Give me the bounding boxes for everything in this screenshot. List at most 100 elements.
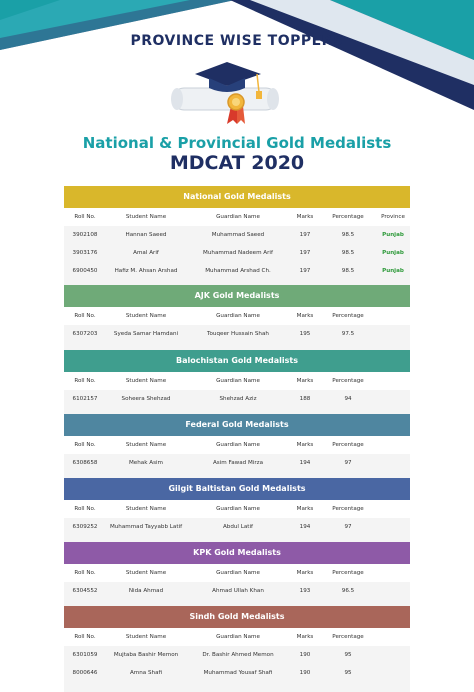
table-row: 6308658 Mehak Asim Asim Fawad Mirza 194 97 bbox=[64, 454, 410, 472]
percentage-cell: 97 bbox=[344, 460, 352, 466]
table-row: 6309252 Muhammad Tayyabb Latif Abdul Latif… bbox=[64, 518, 410, 536]
percentage-cell: 98.5 bbox=[341, 268, 355, 274]
student-name-cell: Syeda Samar Hamdani bbox=[113, 331, 179, 337]
percentage-cell: 94 bbox=[344, 396, 352, 402]
table-header-row: Roll No. Student Name Guardian Name Marks Pe… bbox=[64, 628, 410, 646]
table-row: 6102157 Soheera Shehzad Shehzad Aziz 188 94 bbox=[64, 390, 410, 408]
column-header: Roll No. bbox=[74, 570, 96, 576]
student-name-cell: Hannan Saeed bbox=[125, 232, 167, 238]
province-cell: Punjab bbox=[382, 250, 404, 256]
column-header: Student Name bbox=[125, 378, 167, 384]
percentage-cell: 95 bbox=[344, 652, 352, 658]
guardian-name-cell: Muhammad Nadeem Arif bbox=[203, 250, 273, 256]
column-header: Marks bbox=[296, 313, 314, 319]
student-name-cell: Muhammad Tayyabb Latif bbox=[109, 524, 183, 530]
medalists-section: AJK Gold Medalists Roll No. Student Name Gu… bbox=[64, 285, 410, 343]
roll-no-cell: 6309252 bbox=[72, 524, 98, 530]
column-header: Marks bbox=[296, 570, 314, 576]
roll-no-cell: 6900450 bbox=[72, 268, 98, 274]
roll-no-cell: 3902108 bbox=[72, 232, 98, 238]
column-header: Province bbox=[381, 214, 405, 220]
column-header: Student Name bbox=[125, 634, 167, 640]
roll-no-cell: 6304552 bbox=[72, 588, 98, 594]
column-header: Student Name bbox=[125, 313, 167, 319]
marks-cell: 188 bbox=[299, 396, 311, 402]
column-header: Marks bbox=[296, 214, 314, 220]
marks-cell: 195 bbox=[299, 331, 311, 337]
column-header: Percentage bbox=[332, 506, 364, 512]
province-cell: Punjab bbox=[382, 232, 404, 238]
medalists-section: Balochistan Gold Medalists Roll No. Studen… bbox=[64, 350, 410, 408]
roll-no-cell: 6307203 bbox=[72, 331, 98, 337]
roll-no-cell: 6301059 bbox=[72, 652, 98, 658]
graduation-cap-diploma-icon bbox=[165, 58, 285, 126]
table-header-row: Roll No. Student Name Guardian Name Marks Pe… bbox=[64, 436, 410, 454]
guardian-name-cell: Shehzad Aziz bbox=[219, 396, 257, 402]
section-title-bar: Balochistan Gold Medalists bbox=[64, 350, 410, 372]
column-header: Roll No. bbox=[74, 214, 96, 220]
section-title-bar: KPK Gold Medalists bbox=[64, 542, 410, 564]
guardian-name-cell: Asim Fawad Mirza bbox=[212, 460, 264, 466]
medalists-section: Federal Gold Medalists Roll No. Student Na… bbox=[64, 414, 410, 472]
section-title-bar: Federal Gold Medalists bbox=[64, 414, 410, 436]
column-header: Guardian Name bbox=[216, 634, 260, 640]
column-header: Roll No. bbox=[74, 378, 96, 384]
student-name-cell: Mujtaba Bashir Memon bbox=[113, 652, 179, 658]
table-row: 6900450 Hafiz M. Ahsan Arshad Muhammad Ars… bbox=[64, 262, 410, 280]
column-header: Guardian Name bbox=[216, 313, 260, 319]
percentage-cell: 97 bbox=[344, 524, 352, 530]
marks-cell: 190 bbox=[299, 652, 311, 658]
section-heading: National & Provincial Gold Medalists bbox=[82, 134, 392, 152]
section-title-bar: AJK Gold Medalists bbox=[64, 285, 410, 307]
column-header: Percentage bbox=[332, 570, 364, 576]
column-header: Marks bbox=[296, 378, 314, 384]
table-header-row: Roll No. Student Name Guardian Name Marks Pe… bbox=[64, 564, 410, 582]
table-row: 6307203 Syeda Samar Hamdani Touqeer Hussai… bbox=[64, 325, 410, 343]
section-title-bar: National Gold Medalists bbox=[64, 186, 410, 208]
column-header: Guardian Name bbox=[216, 570, 260, 576]
table-header-row: Roll No. Student Name Guardian Name Marks Pe… bbox=[64, 307, 410, 325]
marks-cell: 190 bbox=[299, 670, 311, 676]
guardian-name-cell: Abdul Latif bbox=[222, 524, 254, 530]
marks-cell: 194 bbox=[299, 460, 311, 466]
column-header: Student Name bbox=[125, 570, 167, 576]
percentage-cell: 98.5 bbox=[341, 232, 355, 238]
column-header: Guardian Name bbox=[216, 378, 260, 384]
table-row: 8000646 Amna Shafi Muhammad Yousaf Shafi 19… bbox=[64, 664, 410, 682]
page-title: PROVINCE WISE TOPPERS bbox=[130, 33, 344, 49]
roll-no-cell: 8000646 bbox=[72, 670, 98, 676]
percentage-cell: 96.5 bbox=[341, 588, 355, 594]
table-row: 6301059 Mujtaba Bashir Memon Dr. Bashir Ah… bbox=[64, 646, 410, 664]
column-header: Roll No. bbox=[74, 506, 96, 512]
marks-cell: 194 bbox=[299, 524, 311, 530]
corner-shape-top-right-light bbox=[250, 0, 474, 85]
table-row: 6304552 Nida Ahmad Ahmad Ullah Khan 193 96.5 bbox=[64, 582, 410, 600]
exam-title: MDCAT 2020 bbox=[169, 152, 305, 174]
table-row: 3903176 Amal Arif Muhammad Nadeem Arif 197 9… bbox=[64, 244, 410, 262]
table-header-row: Roll No. Student Name Guardian Name Marks Pe… bbox=[64, 208, 410, 226]
marks-cell: 197 bbox=[299, 268, 311, 274]
section-title-bar: Sindh Gold Medalists bbox=[64, 606, 410, 628]
roll-no-cell: 6308658 bbox=[72, 460, 98, 466]
marks-cell: 197 bbox=[299, 232, 311, 238]
corner-shape-top-left-light bbox=[0, 0, 235, 50]
percentage-cell: 95 bbox=[344, 670, 352, 676]
province-cell: Punjab bbox=[382, 268, 404, 274]
column-header: Marks bbox=[296, 442, 314, 448]
column-header: Roll No. bbox=[74, 442, 96, 448]
marks-cell: 197 bbox=[299, 250, 311, 256]
table-header-row: Roll No. Student Name Guardian Name Marks Pe… bbox=[64, 372, 410, 390]
student-name-cell: Hafiz M. Ahsan Arshad bbox=[114, 268, 178, 274]
column-header: Student Name bbox=[125, 214, 167, 220]
student-name-cell: Amna Shafi bbox=[129, 670, 163, 676]
percentage-cell: 97.5 bbox=[341, 331, 355, 337]
guardian-name-cell: Muhammad Arshad Ch. bbox=[205, 268, 271, 274]
column-header: Roll No. bbox=[74, 634, 96, 640]
guardian-name-cell: Touqeer Hussain Shah bbox=[207, 331, 269, 337]
guardian-name-cell: Muhammad Saeed bbox=[211, 232, 265, 238]
table-header-row: Roll No. Student Name Guardian Name Marks Pe… bbox=[64, 500, 410, 518]
medalists-section: Sindh Gold Medalists Roll No. Student Name… bbox=[64, 606, 410, 682]
column-header: Percentage bbox=[332, 214, 364, 220]
column-header: Marks bbox=[296, 506, 314, 512]
